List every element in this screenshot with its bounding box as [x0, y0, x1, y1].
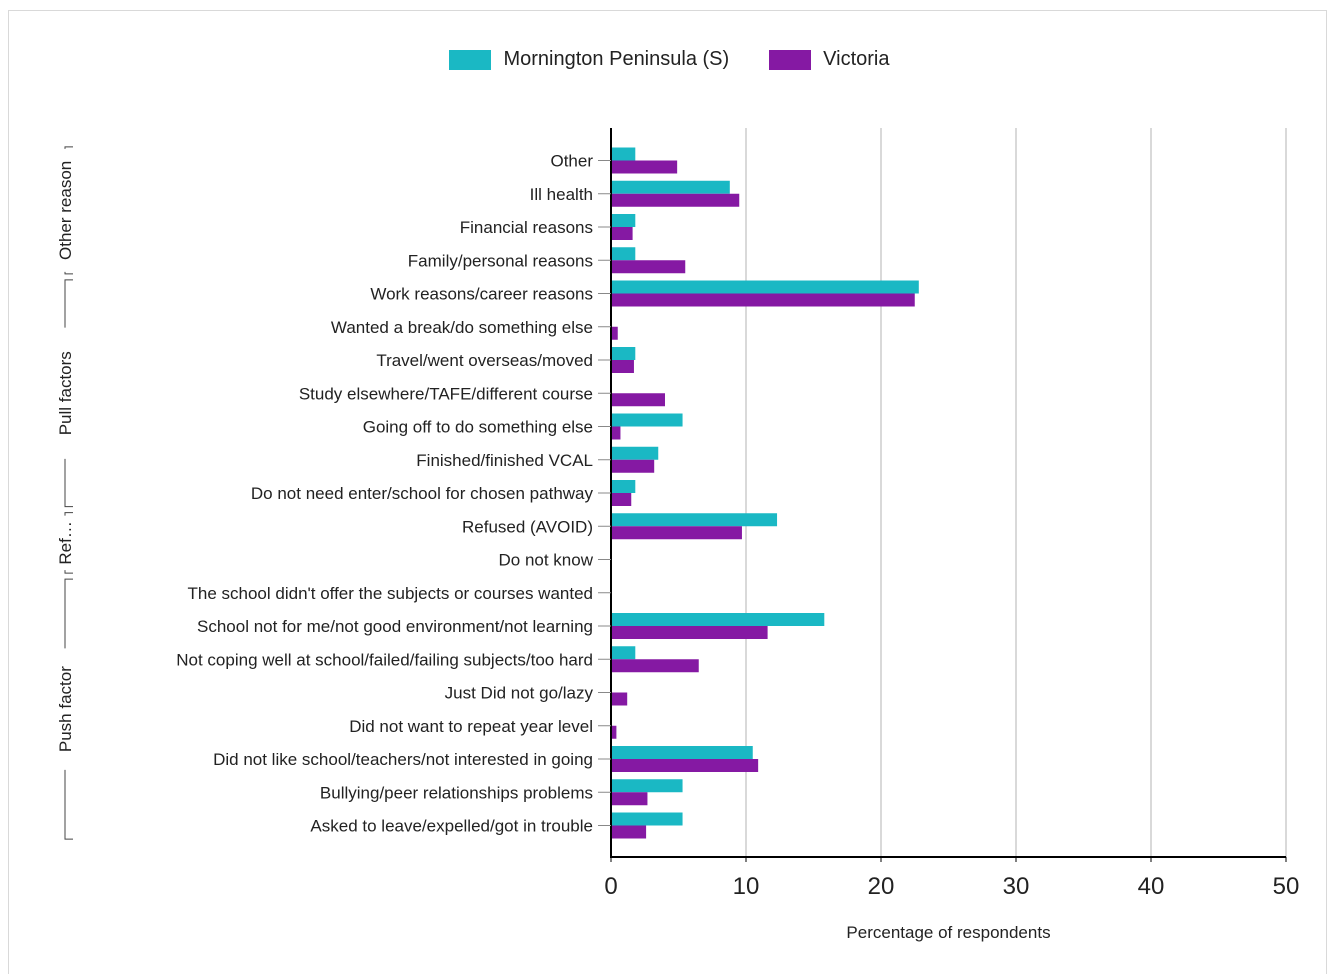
bar-victoria-0[interactable]: [611, 160, 678, 174]
bar-victoria-15[interactable]: [611, 659, 699, 673]
group-label-1: Pull factors: [56, 351, 75, 435]
chart-legend: Mornington Peninsula (S) Victoria: [0, 48, 1335, 71]
bar-victoria-17[interactable]: [611, 725, 617, 739]
legend-swatch-victoria: [769, 49, 812, 70]
bar-mornington-11[interactable]: [611, 513, 778, 527]
category-label-11: Refused (AVOID): [462, 517, 593, 536]
category-label-13: The school didn't offer the subjects or …: [188, 584, 594, 603]
category-label-9: Finished/finished VCAL: [416, 451, 593, 470]
bar-mornington-2[interactable]: [611, 214, 636, 227]
bar-mornington-14[interactable]: [611, 613, 825, 626]
group-label-2: Ref…: [56, 521, 75, 564]
bar-victoria-6[interactable]: [611, 360, 634, 373]
x-tick-label-30: 30: [1003, 873, 1030, 900]
category-label-16: Just Did not go/lazy: [445, 684, 594, 703]
category-label-17: Did not want to repeat year level: [349, 717, 593, 736]
bar-victoria-8[interactable]: [611, 426, 621, 440]
bar-mornington-18[interactable]: [611, 746, 753, 759]
bar-mornington-10[interactable]: [611, 480, 636, 493]
bar-mornington-19[interactable]: [611, 779, 683, 793]
bar-mornington-20[interactable]: [611, 812, 683, 826]
legend-item-victoria[interactable]: Victoria: [769, 48, 890, 71]
x-tick-label-40: 40: [1138, 873, 1165, 900]
bar-victoria-5[interactable]: [611, 326, 618, 340]
bar-victoria-1[interactable]: [611, 193, 740, 207]
chart-frame: [8, 10, 1327, 974]
category-label-3: Family/personal reasons: [408, 251, 593, 270]
x-tick-label-20: 20: [868, 873, 895, 900]
group-label-0: Other reason: [56, 161, 75, 260]
x-tick-label-0: 0: [604, 873, 617, 900]
bar-mornington-9[interactable]: [611, 446, 659, 460]
bar-mornington-8[interactable]: [611, 413, 683, 427]
bar-victoria-7[interactable]: [611, 393, 665, 407]
legend-label-mornington: Mornington Peninsula (S): [503, 48, 730, 70]
category-label-14: School not for me/not good environment/n…: [197, 617, 593, 636]
category-label-7: Study elsewhere/TAFE/different course: [299, 384, 593, 403]
x-tick-label-10: 10: [733, 873, 760, 900]
bar-mornington-3[interactable]: [611, 247, 636, 261]
group-label-3: Push factor: [56, 666, 75, 752]
x-axis-title: Percentage of respondents: [846, 923, 1050, 942]
group-bracket-0: [64, 146, 73, 275]
category-label-6: Travel/went overseas/moved: [376, 351, 593, 370]
bar-mornington-1[interactable]: [611, 180, 730, 194]
category-label-18: Did not like school/teachers/not interes…: [213, 750, 593, 769]
category-label-0: Other: [550, 152, 593, 171]
bar-mornington-0[interactable]: [611, 147, 636, 161]
category-label-20: Asked to leave/expelled/got in trouble: [310, 817, 593, 836]
bar-mornington-6[interactable]: [611, 347, 636, 360]
category-label-15: Not coping well at school/failed/failing…: [176, 650, 593, 669]
x-tick-label-50: 50: [1273, 873, 1300, 900]
bar-victoria-18[interactable]: [611, 759, 759, 772]
legend-swatch-mornington: [449, 49, 492, 70]
group-bracket-2: [64, 512, 73, 574]
bar-victoria-4[interactable]: [611, 293, 915, 307]
bar-victoria-20[interactable]: [611, 825, 647, 839]
bar-victoria-16[interactable]: [611, 692, 628, 706]
category-label-19: Bullying/peer relationships problems: [320, 783, 593, 802]
bar-victoria-19[interactable]: [611, 792, 648, 806]
category-label-1: Ill health: [530, 185, 593, 204]
bar-victoria-3[interactable]: [611, 260, 686, 274]
category-label-10: Do not need enter/school for chosen path…: [251, 484, 594, 503]
bar-victoria-9[interactable]: [611, 459, 655, 473]
bar-victoria-10[interactable]: [611, 493, 632, 506]
group-bracket-1: [64, 279, 73, 508]
bar-victoria-11[interactable]: [611, 526, 742, 540]
category-label-12: Do not know: [499, 551, 594, 570]
bar-mornington-15[interactable]: [611, 646, 636, 660]
group-bracket-3: [64, 578, 73, 840]
category-label-2: Financial reasons: [460, 218, 593, 237]
legend-item-mornington[interactable]: Mornington Peninsula (S): [449, 48, 729, 71]
bar-victoria-14[interactable]: [611, 626, 768, 639]
category-label-8: Going off to do something else: [363, 418, 593, 437]
category-label-4: Work reasons/career reasons: [370, 285, 593, 304]
legend-label-victoria: Victoria: [823, 48, 890, 70]
bar-victoria-2[interactable]: [611, 227, 633, 240]
category-label-5: Wanted a break/do something else: [331, 318, 593, 337]
bar-mornington-4[interactable]: [611, 280, 919, 294]
